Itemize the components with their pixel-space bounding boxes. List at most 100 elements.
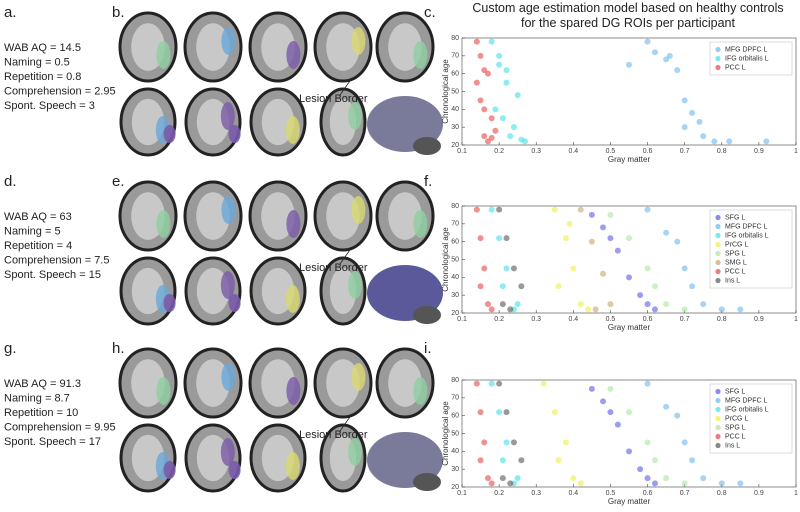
point [477,97,484,104]
figure-title: Custom age estimation model based on hea… [472,1,784,30]
legend-box [709,41,793,76]
point [651,480,658,487]
point [626,274,632,281]
point [626,235,632,242]
lesion [163,461,176,479]
score-text: Comprehension = 9.95 [4,421,116,433]
x-tick-label: 0.9 [754,148,764,155]
point [551,409,558,416]
point [570,265,577,272]
point [626,409,632,416]
point [585,306,592,313]
point [510,439,517,446]
point [510,124,517,131]
y-tick-label: 40 [451,448,459,455]
x-tick-label: 0.1 [457,490,467,497]
point [518,283,525,290]
legend-label: MFG DPFC L [725,46,767,53]
legend-marker [715,433,721,440]
y-tick-label: 20 [451,484,459,491]
y-tick-label: 50 [451,88,459,95]
legend-label: PrCG L [725,415,748,422]
lesion [348,438,363,466]
point [562,235,569,242]
point [663,475,670,482]
legend-label: IFG orbitalis L [725,55,769,62]
point [566,220,573,227]
point [607,385,614,392]
x-axis-label: Gray matter [608,155,651,164]
point [651,283,658,290]
legend-label: Ins L [725,277,740,284]
legend-label: IFG orbitalis L [725,232,769,239]
legend-marker [715,223,721,230]
y-tick-label: 40 [451,106,459,113]
lesion [221,363,236,391]
x-tick-label: 0.3 [531,148,541,155]
point [737,480,744,487]
brain-inner [388,192,422,240]
point [737,306,744,313]
point [674,412,681,419]
brain-inner [131,192,165,240]
legend-label: SPG L [725,250,746,257]
lesion [348,271,363,299]
point [473,79,480,86]
point [503,79,510,86]
point [503,235,510,242]
score-text: WAB AQ = 14.5 [4,42,81,54]
lesion [220,438,235,466]
legend-marker [715,64,721,71]
point [651,49,658,56]
point [626,61,632,68]
lesion-border-label: Lesion Border [299,93,368,105]
panel-label: d. [4,173,17,190]
point [644,265,651,272]
lesion [220,271,235,299]
panel-label: c. [424,4,436,21]
point [700,301,707,308]
point [681,439,688,446]
point [644,439,651,446]
y-tick-label: 50 [451,256,459,263]
brain-inner [196,359,230,407]
legend-label: SMG L [725,259,747,266]
lesion [156,377,171,405]
point [681,97,688,104]
score-text: Spont. Speech = 17 [4,436,101,448]
lesion [156,210,171,238]
legend-marker [715,232,721,239]
legend-label: PrCG L [725,241,748,248]
point [700,475,707,482]
lesion [221,27,236,55]
point [651,457,658,464]
y-tick-label: 30 [451,466,459,473]
point [681,306,688,313]
point [510,265,517,272]
x-tick-label: 0.5 [606,316,616,323]
point [496,235,503,242]
point [477,409,484,416]
point [499,475,506,482]
point [507,133,514,140]
point [689,283,696,290]
point [488,306,495,313]
point [644,380,651,387]
x-tick-label: 1 [794,148,798,155]
lesion [413,210,428,238]
legend-marker [715,388,721,395]
point [473,380,480,387]
brain-inner [196,98,230,146]
point [503,67,510,74]
brain-inner [261,359,295,407]
legend-marker [715,406,721,413]
point [484,138,491,145]
x-tick-label: 0.5 [606,490,616,497]
point [507,480,514,487]
panel-label: h. [112,340,125,357]
x-tick-label: 0.9 [754,316,764,323]
y-tick-label: 80 [451,377,459,384]
brain-inner [196,23,230,71]
point [600,398,607,405]
point [496,61,503,68]
